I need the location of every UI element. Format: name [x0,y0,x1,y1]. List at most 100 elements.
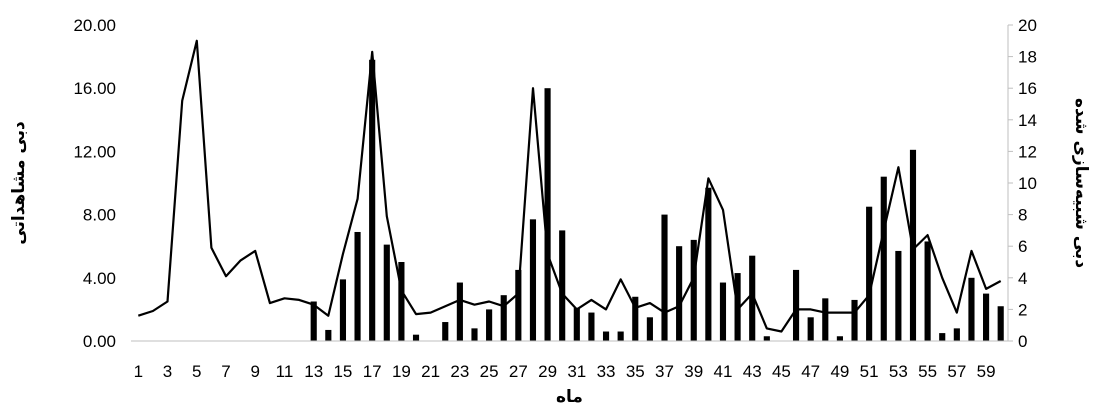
bar-30 [559,230,566,341]
bar-56 [939,333,946,341]
bar-13 [310,301,317,341]
x-tick-label: 15 [333,362,352,381]
x-tick-label: 29 [538,362,557,381]
bar-35 [632,296,639,341]
bar-47 [807,317,814,341]
right-tick-label: 10 [1018,174,1037,193]
bar-33 [602,331,610,341]
x-tick-label: 59 [977,362,996,381]
left-tick-label: 20.00 [73,16,116,35]
x-tick-label: 17 [363,362,382,381]
bar-49 [836,336,843,341]
bar-38 [676,246,683,341]
bar-17 [369,59,376,341]
bar-55 [924,241,931,341]
bar-31 [573,307,580,341]
bar-32 [588,312,595,341]
x-tick-label: 49 [830,362,849,381]
bar-20 [412,334,420,341]
bar-58 [968,277,975,341]
left-axis-ticks: 0.00 4.00 8.00 12.00 16.00 20.00 [73,16,116,351]
bar-16 [354,231,361,341]
x-tick-label: 9 [251,362,260,381]
x-tick-label: 51 [860,362,879,381]
bar-28 [529,219,537,341]
right-tick-label: 2 [1018,300,1027,319]
bar-14 [325,329,332,341]
x-tick-label: 55 [918,362,937,381]
left-axis-title: دبی مشاهداتی [9,121,29,245]
left-tick-label: 8.00 [83,206,116,225]
bar-27 [515,269,522,341]
left-tick-label: 0.00 [83,332,116,351]
right-tick-label: 4 [1018,269,1027,288]
x-tick-label: 5 [192,362,201,381]
left-tick-label: 12.00 [73,142,116,161]
left-tick-label: 16.00 [73,79,116,98]
bar-52 [880,176,887,341]
bar-18 [383,244,390,341]
x-tick-label: 35 [626,362,645,381]
right-tick-label: 20 [1018,16,1037,35]
bar-37 [661,214,668,341]
bar-23 [456,282,463,341]
x-tick-label: 41 [714,362,733,381]
x-tick-label: 45 [772,362,791,381]
x-tick-label: 33 [597,362,616,381]
right-axis-ticks: 0 2 4 6 8 10 12 14 16 18 20 [1008,16,1037,351]
bar-26 [500,295,507,341]
x-tick-label: 57 [947,362,966,381]
x-tick-label: 47 [801,362,820,381]
bar-36 [646,317,653,341]
bar-57 [953,328,960,341]
x-tick-label: 43 [743,362,762,381]
bar-39 [690,239,697,341]
bar-15 [339,279,347,341]
bar-24 [471,328,478,341]
right-tick-label: 8 [1018,206,1027,225]
bar-29 [544,88,551,341]
right-tick-label: 6 [1018,237,1027,256]
x-axis-ticks: 1 3 5 7 9 11 13 15 17 19 21 23 25 27 29 31 33 35 37 39 41 43 4… [134,362,996,381]
bar-19 [398,262,405,341]
bar-34 [617,331,624,341]
bar-46 [792,269,800,341]
bar-series [310,59,1004,341]
bar-41 [719,282,727,341]
plot-area [131,25,1009,342]
right-tick-label: 18 [1018,48,1037,67]
x-tick-label: 37 [655,362,674,381]
bar-40 [705,187,712,341]
right-tick-label: 0 [1018,332,1027,351]
x-axis-title: ماه [556,387,583,407]
bar-51 [866,206,873,341]
x-tick-label: 11 [276,362,294,381]
bar-25 [486,309,493,341]
x-tick-label: 19 [392,362,411,381]
simulated-line [137,39,1002,333]
x-tick-label: 25 [480,362,499,381]
right-tick-label: 16 [1018,79,1037,98]
bar-22 [442,322,449,341]
x-tick-label: 31 [567,362,586,381]
x-tick-label: 3 [163,362,172,381]
bar-43 [749,255,756,341]
x-tick-label: 23 [450,362,469,381]
x-tick-label: 21 [421,362,440,381]
x-tick-label: 7 [221,362,230,381]
bar-60 [997,306,1004,341]
bar-48 [822,298,829,341]
right-axis-title: دبی شبیه‌سازی شده [1071,98,1091,268]
right-tick-label: 12 [1018,142,1037,161]
bar-59 [983,293,990,341]
bar-53 [895,250,902,341]
x-tick-label: 39 [684,362,703,381]
x-tick-label: 13 [304,362,323,381]
right-tick-label: 14 [1018,111,1037,130]
left-tick-label: 4.00 [83,269,116,288]
bar-50 [851,299,858,341]
x-tick-label: 53 [889,362,908,381]
line-series [137,39,1002,333]
x-tick-label: 1 [134,362,143,381]
